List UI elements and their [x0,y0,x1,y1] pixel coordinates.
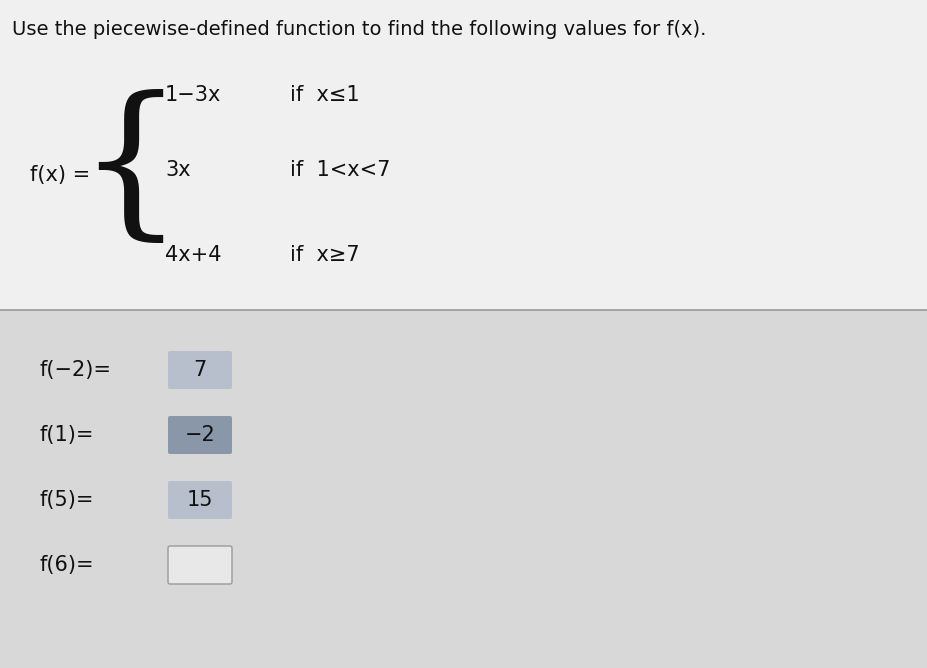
Text: if  x≤1: if x≤1 [290,85,360,105]
FancyBboxPatch shape [168,546,232,584]
Text: 1−3x: 1−3x [165,85,222,105]
Text: 7: 7 [194,360,207,380]
Text: Use the piecewise-defined function to find the following values for f(x).: Use the piecewise-defined function to fi… [12,20,706,39]
FancyBboxPatch shape [168,481,232,519]
Text: 15: 15 [186,490,213,510]
Text: f(5)=: f(5)= [40,490,95,510]
Text: if  x≥7: if x≥7 [290,245,360,265]
Text: if  1<x<7: if 1<x<7 [290,160,390,180]
Text: 4x+4: 4x+4 [165,245,222,265]
Text: f(6)=: f(6)= [40,555,95,575]
Bar [0,0,927,310]
Text: f(−2)=: f(−2)= [40,360,112,380]
Text: f(1)=: f(1)= [40,425,95,445]
Text: −2: −2 [184,425,215,445]
Text: {: { [77,90,183,250]
Text: f(x) =: f(x) = [30,165,97,185]
Bar [0,310,927,668]
Text: 3x: 3x [165,160,191,180]
FancyBboxPatch shape [168,416,232,454]
FancyBboxPatch shape [168,351,232,389]
